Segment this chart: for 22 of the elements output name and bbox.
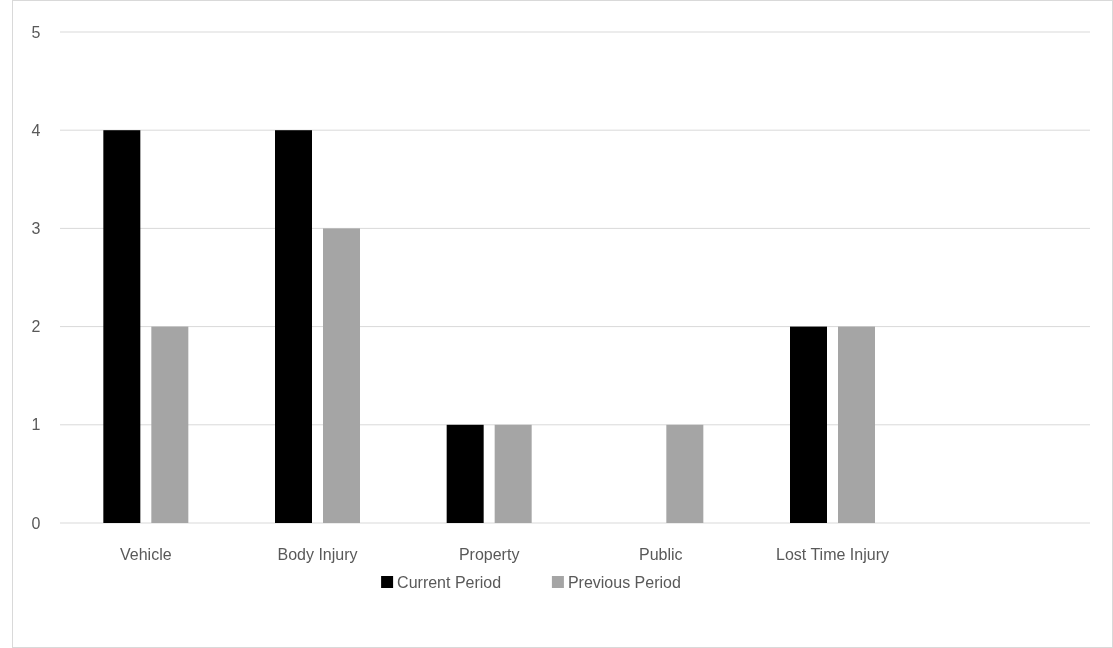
bar	[103, 130, 141, 523]
y-tick-label: 5	[31, 23, 41, 41]
y-tick-label: 1	[31, 416, 41, 434]
bar	[666, 424, 704, 523]
y-tick-label: 4	[31, 121, 41, 139]
legend-label: Previous Period	[567, 573, 681, 591]
x-tick-label: Vehicle	[120, 546, 172, 563]
bar	[790, 326, 827, 523]
y-tick-label: 2	[31, 318, 41, 336]
bar	[446, 424, 484, 523]
bar	[494, 424, 532, 523]
x-tick-label: Property	[458, 546, 520, 563]
y-tick-label: 0	[31, 514, 41, 532]
legend-label: Current Period	[397, 573, 502, 591]
y-tick-label: 3	[31, 220, 41, 237]
bar	[323, 228, 360, 523]
bar	[151, 326, 189, 523]
x-tick-label: Public	[639, 546, 683, 563]
x-tick-label: Lost Time Injury	[776, 546, 889, 563]
bar	[275, 130, 312, 523]
bar	[838, 326, 875, 523]
x-tick-label: Body Injury	[277, 546, 358, 563]
